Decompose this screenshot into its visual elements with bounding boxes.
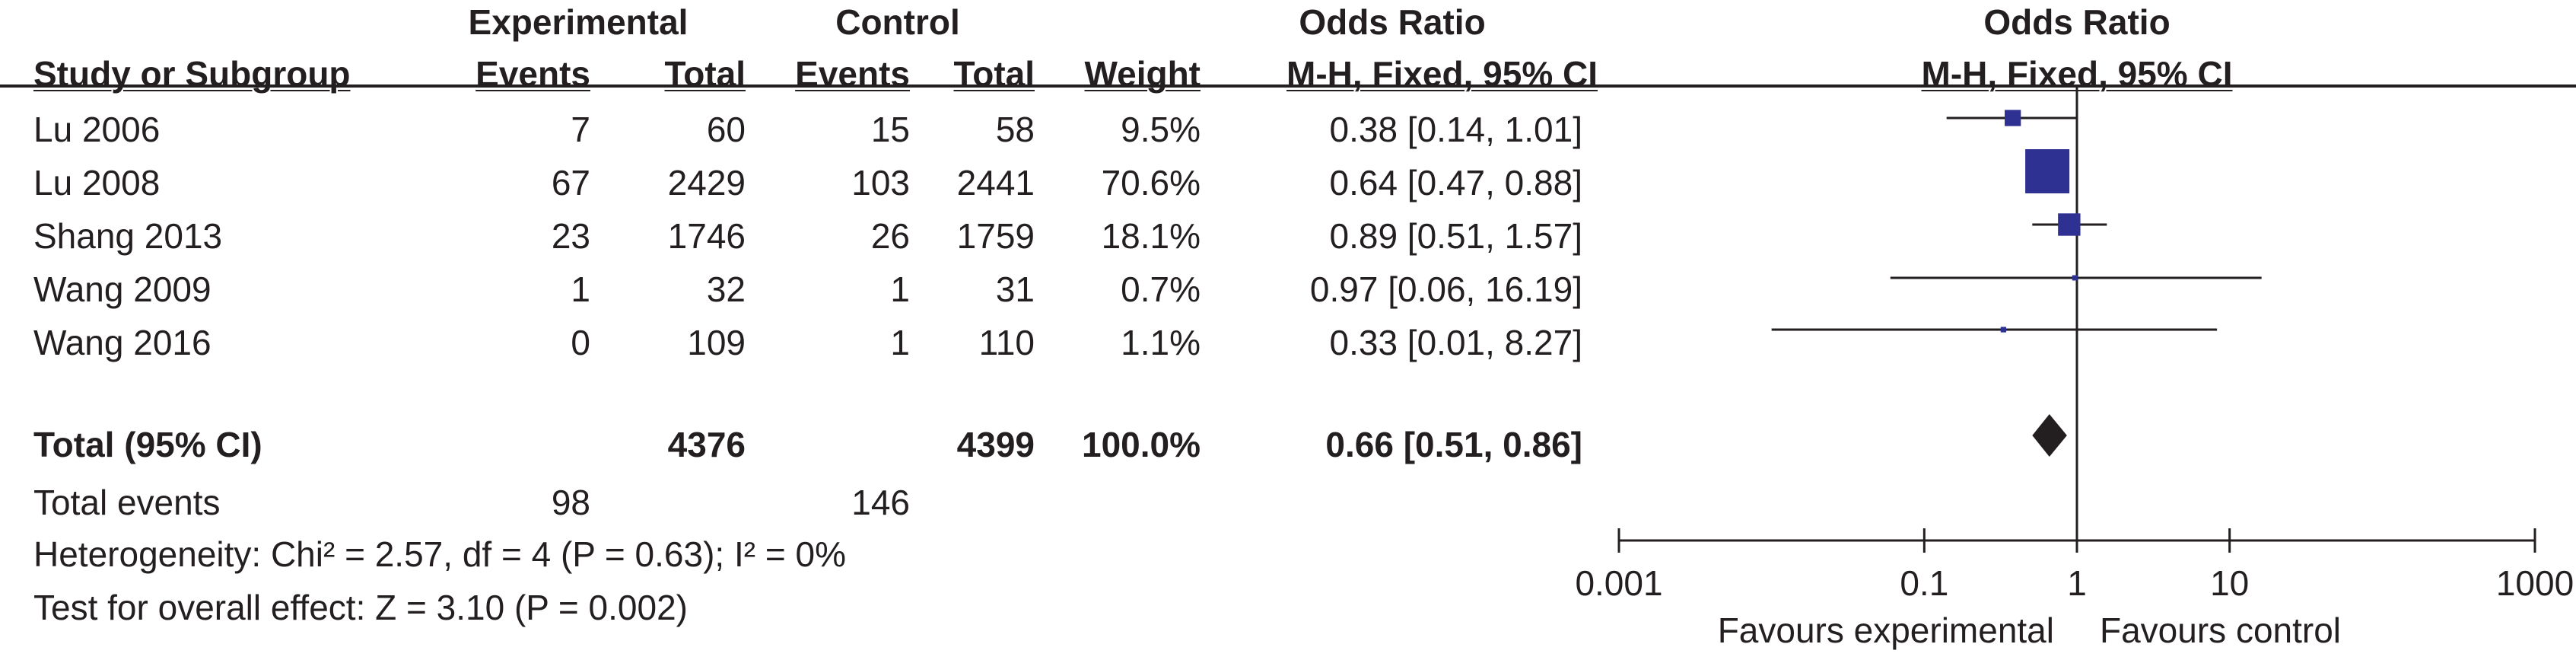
weight: 70.6% xyxy=(1101,163,1201,202)
x-tick-label: 10 xyxy=(2210,563,2249,603)
exp-total: 109 xyxy=(687,323,746,362)
study-marker xyxy=(2058,213,2081,236)
weight: 0.7% xyxy=(1121,269,1201,309)
x-tick-label: 0.1 xyxy=(1900,563,1948,603)
favours-left-label: Favours experimental xyxy=(1718,611,2054,650)
ctrl-events: 1 xyxy=(890,269,910,309)
weight: 1.1% xyxy=(1121,323,1201,362)
exp-events: 1 xyxy=(571,269,590,309)
or-ci-text: 0.97 [0.06, 16.19] xyxy=(1309,269,1582,309)
experimental-group-header: Experimental xyxy=(468,2,689,42)
exp-events: 7 xyxy=(571,110,590,149)
ctrl-events: 103 xyxy=(851,163,910,202)
ctrl-events: 1 xyxy=(890,323,910,362)
pooled-diamond xyxy=(2032,414,2067,457)
or-ci-text: 0.89 [0.51, 1.57] xyxy=(1329,216,1583,256)
total-events-label: Total events xyxy=(33,483,221,522)
study-name: Lu 2006 xyxy=(33,110,161,149)
exp-events: 0 xyxy=(571,323,590,362)
favours-right-label: Favours control xyxy=(2100,611,2341,650)
or-ci-text: 0.33 [0.01, 8.27] xyxy=(1329,323,1583,362)
weight: 9.5% xyxy=(1121,110,1201,149)
exp-events: 67 xyxy=(551,163,590,202)
exp-events: 23 xyxy=(551,216,590,256)
ctrl-events-sum: 146 xyxy=(851,483,910,522)
overall-effect-stat: Test for overall effect: Z = 3.10 (P = 0… xyxy=(33,588,688,627)
ctrl-total: 58 xyxy=(995,110,1035,149)
exp-events-sum: 98 xyxy=(551,483,590,522)
pooled-or-ci-text: 0.66 [0.51, 0.86] xyxy=(1325,425,1582,464)
study-marker xyxy=(2000,327,2007,333)
control-group-header: Control xyxy=(835,2,960,42)
ctrl-events: 26 xyxy=(870,216,910,256)
weight: 18.1% xyxy=(1101,216,1201,256)
total-weight: 100.0% xyxy=(1081,425,1201,464)
exp-total: 32 xyxy=(706,269,746,309)
plot-title: Odds Ratio xyxy=(1983,2,2171,42)
total-label: Total (95% CI) xyxy=(33,425,262,464)
or-column-title: Odds Ratio xyxy=(1299,2,1486,42)
ctrl-total: 1759 xyxy=(956,216,1035,256)
ctrl-events: 15 xyxy=(870,110,910,149)
header-rule xyxy=(0,84,2576,88)
or-ci-text: 0.38 [0.14, 1.01] xyxy=(1329,110,1583,149)
ctrl-total: 31 xyxy=(995,269,1035,309)
ctrl-total-sum: 4399 xyxy=(956,425,1035,464)
study-marker xyxy=(2005,110,2021,126)
heterogeneity-stat: Heterogeneity: Chi² = 2.57, df = 4 (P = … xyxy=(33,534,846,574)
or-ci-text: 0.64 [0.47, 0.88] xyxy=(1329,163,1583,202)
exp-total: 2429 xyxy=(667,163,746,202)
exp-total-sum: 4376 xyxy=(667,425,746,464)
study-name: Wang 2016 xyxy=(33,323,211,362)
ctrl-total: 110 xyxy=(978,323,1035,362)
exp-total: 1746 xyxy=(667,216,746,256)
ctrl-total: 2441 xyxy=(956,163,1035,202)
study-marker xyxy=(2025,149,2070,193)
study-name: Wang 2009 xyxy=(33,269,211,309)
x-tick-label: 1 xyxy=(2067,563,2087,603)
x-tick-label: 0.001 xyxy=(1575,563,1662,603)
x-tick-label: 1000 xyxy=(2496,563,2574,603)
study-marker xyxy=(2072,275,2078,281)
study-name: Shang 2013 xyxy=(33,216,223,256)
study-name: Lu 2008 xyxy=(33,163,161,202)
exp-total: 60 xyxy=(706,110,746,149)
